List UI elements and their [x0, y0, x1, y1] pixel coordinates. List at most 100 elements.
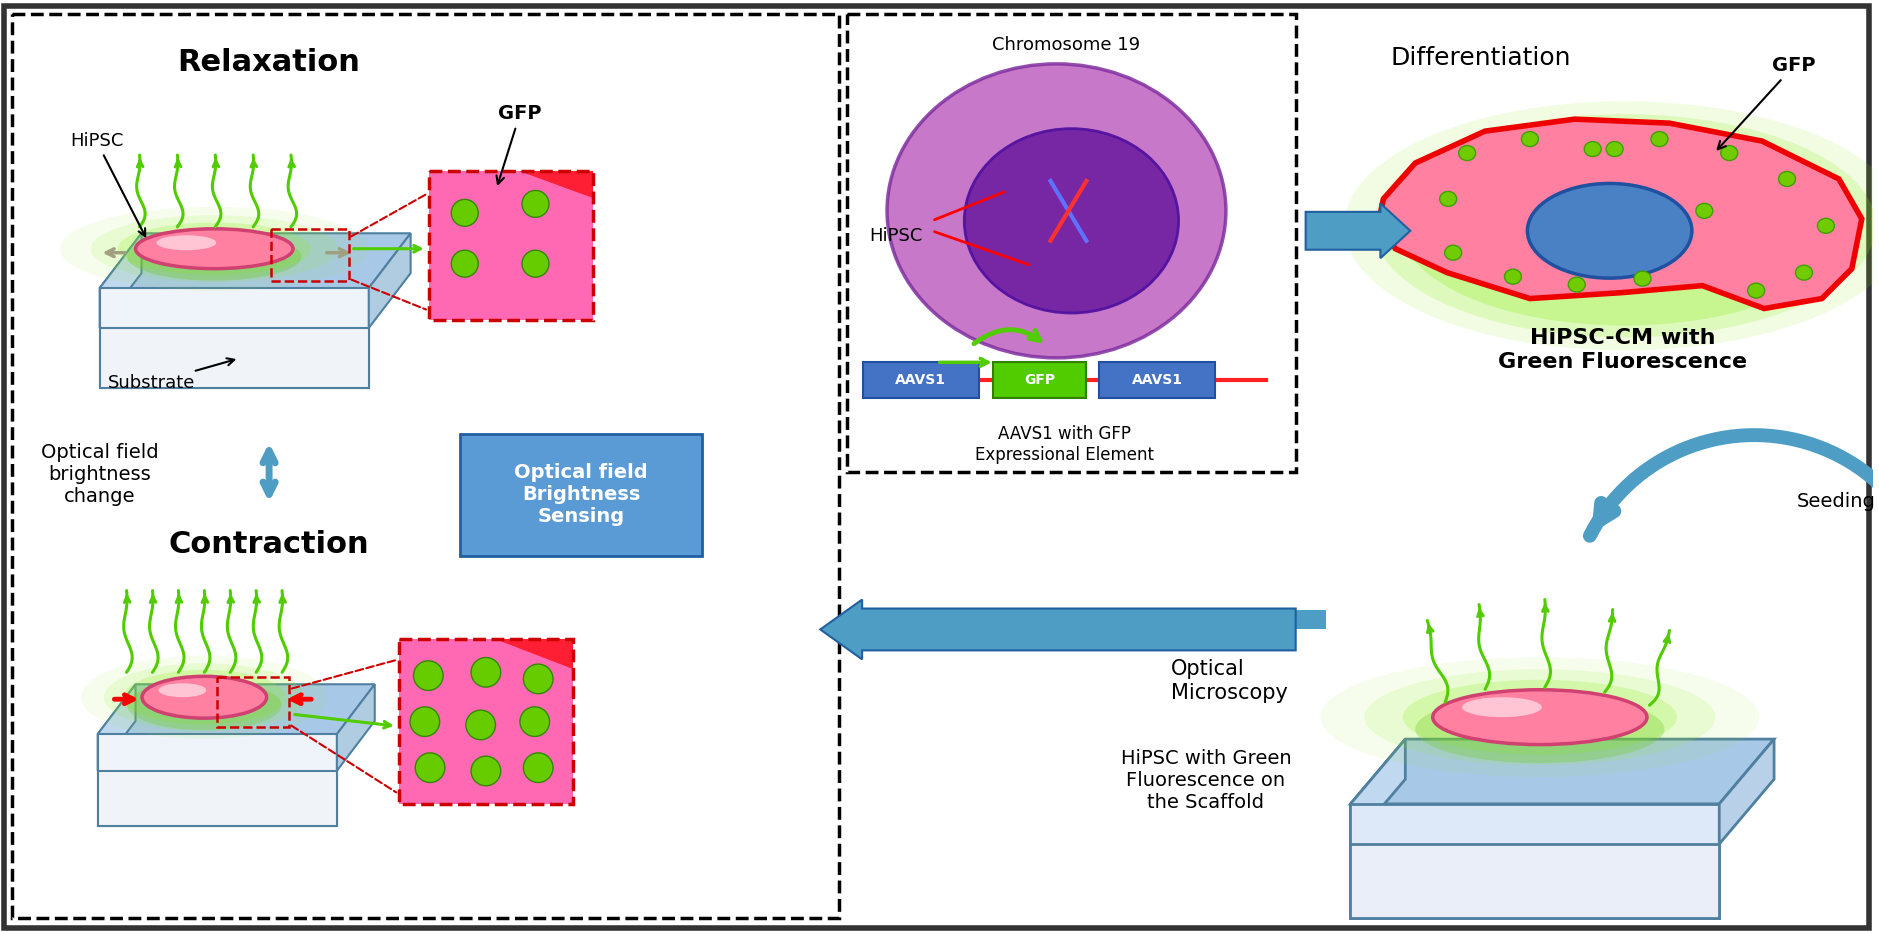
- Ellipse shape: [522, 250, 549, 277]
- Polygon shape: [368, 234, 412, 328]
- Text: Relaxation: Relaxation: [179, 49, 361, 78]
- Polygon shape: [98, 734, 336, 826]
- Text: Seeding: Seeding: [1796, 492, 1875, 511]
- Polygon shape: [519, 171, 594, 198]
- Ellipse shape: [1528, 183, 1691, 278]
- Ellipse shape: [524, 753, 552, 783]
- Ellipse shape: [524, 664, 552, 694]
- Polygon shape: [98, 685, 135, 771]
- Ellipse shape: [964, 129, 1178, 313]
- FancyBboxPatch shape: [1161, 610, 1325, 630]
- Ellipse shape: [103, 663, 304, 731]
- Ellipse shape: [1374, 114, 1875, 337]
- Ellipse shape: [90, 215, 338, 282]
- Ellipse shape: [413, 660, 443, 690]
- Ellipse shape: [128, 233, 301, 280]
- Polygon shape: [1351, 804, 1719, 918]
- Ellipse shape: [1721, 146, 1738, 161]
- Text: Differentiation: Differentiation: [1390, 47, 1571, 70]
- Polygon shape: [98, 771, 336, 826]
- Ellipse shape: [118, 222, 310, 275]
- Text: Optical field
Brightness
Sensing: Optical field Brightness Sensing: [515, 463, 648, 527]
- Text: Optical field
brightness
change: Optical field brightness change: [41, 444, 158, 506]
- Ellipse shape: [522, 191, 549, 218]
- Polygon shape: [336, 685, 374, 771]
- Ellipse shape: [1400, 126, 1849, 325]
- Text: HiPSC with Green
Fluorescence on
the Scaffold: HiPSC with Green Fluorescence on the Sca…: [1120, 749, 1291, 812]
- Ellipse shape: [410, 707, 440, 736]
- Polygon shape: [1719, 739, 1774, 844]
- Polygon shape: [100, 234, 412, 288]
- Ellipse shape: [1569, 277, 1586, 292]
- Polygon shape: [100, 328, 368, 388]
- Ellipse shape: [1462, 698, 1543, 717]
- Ellipse shape: [451, 250, 477, 277]
- Text: HiPSC: HiPSC: [870, 227, 923, 245]
- Ellipse shape: [1779, 172, 1796, 187]
- Polygon shape: [494, 640, 573, 669]
- Ellipse shape: [1415, 695, 1665, 763]
- Ellipse shape: [466, 710, 496, 740]
- Ellipse shape: [1607, 142, 1623, 157]
- Polygon shape: [1351, 739, 1405, 844]
- Text: Contraction: Contraction: [169, 530, 370, 559]
- Text: GFP: GFP: [496, 105, 541, 184]
- Ellipse shape: [1584, 142, 1601, 157]
- Text: AAVS1: AAVS1: [896, 374, 947, 388]
- Polygon shape: [98, 685, 374, 734]
- Ellipse shape: [1364, 670, 1716, 765]
- Ellipse shape: [1505, 269, 1522, 284]
- Ellipse shape: [1432, 689, 1648, 744]
- FancyBboxPatch shape: [847, 13, 1297, 472]
- FancyArrow shape: [1306, 204, 1411, 258]
- Polygon shape: [1351, 844, 1719, 918]
- Ellipse shape: [81, 656, 327, 739]
- Text: Chromosome 19: Chromosome 19: [992, 36, 1141, 54]
- Ellipse shape: [60, 206, 368, 290]
- FancyBboxPatch shape: [460, 434, 701, 556]
- Polygon shape: [100, 234, 141, 328]
- Ellipse shape: [1445, 246, 1462, 261]
- Text: AAVS1 with GFP
Expressional Element: AAVS1 with GFP Expressional Element: [975, 425, 1154, 464]
- Ellipse shape: [1522, 132, 1539, 147]
- Ellipse shape: [135, 229, 293, 269]
- Polygon shape: [1379, 120, 1862, 308]
- Polygon shape: [100, 288, 368, 388]
- Ellipse shape: [472, 658, 500, 687]
- Ellipse shape: [1652, 132, 1669, 147]
- Ellipse shape: [156, 235, 216, 250]
- Ellipse shape: [1404, 680, 1676, 755]
- Ellipse shape: [520, 707, 549, 736]
- Ellipse shape: [451, 199, 477, 226]
- Ellipse shape: [1817, 219, 1834, 234]
- Ellipse shape: [1458, 146, 1475, 161]
- FancyBboxPatch shape: [11, 13, 840, 918]
- Polygon shape: [428, 171, 594, 320]
- Ellipse shape: [472, 757, 500, 785]
- Ellipse shape: [1747, 283, 1764, 298]
- Text: AAVS1: AAVS1: [1131, 374, 1182, 388]
- Text: HiPSC: HiPSC: [70, 132, 145, 236]
- Ellipse shape: [1635, 271, 1652, 286]
- FancyArrow shape: [821, 600, 1297, 659]
- Text: GFP: GFP: [1717, 56, 1815, 149]
- FancyBboxPatch shape: [862, 362, 979, 398]
- Ellipse shape: [143, 676, 267, 718]
- Polygon shape: [1351, 739, 1774, 804]
- FancyBboxPatch shape: [992, 362, 1086, 398]
- Polygon shape: [398, 640, 573, 804]
- Text: Substrate: Substrate: [107, 359, 235, 392]
- Ellipse shape: [1796, 265, 1813, 280]
- Ellipse shape: [1439, 191, 1456, 206]
- Ellipse shape: [124, 670, 286, 725]
- Ellipse shape: [415, 753, 445, 783]
- Text: GFP: GFP: [1024, 374, 1056, 388]
- Ellipse shape: [1321, 658, 1759, 777]
- Text: HiPSC-CM with
Green Fluorescence: HiPSC-CM with Green Fluorescence: [1498, 329, 1747, 372]
- FancyBboxPatch shape: [1099, 362, 1216, 398]
- Ellipse shape: [158, 684, 207, 698]
- Ellipse shape: [1343, 101, 1879, 350]
- Ellipse shape: [128, 680, 282, 730]
- Ellipse shape: [887, 64, 1225, 358]
- Ellipse shape: [1697, 204, 1714, 219]
